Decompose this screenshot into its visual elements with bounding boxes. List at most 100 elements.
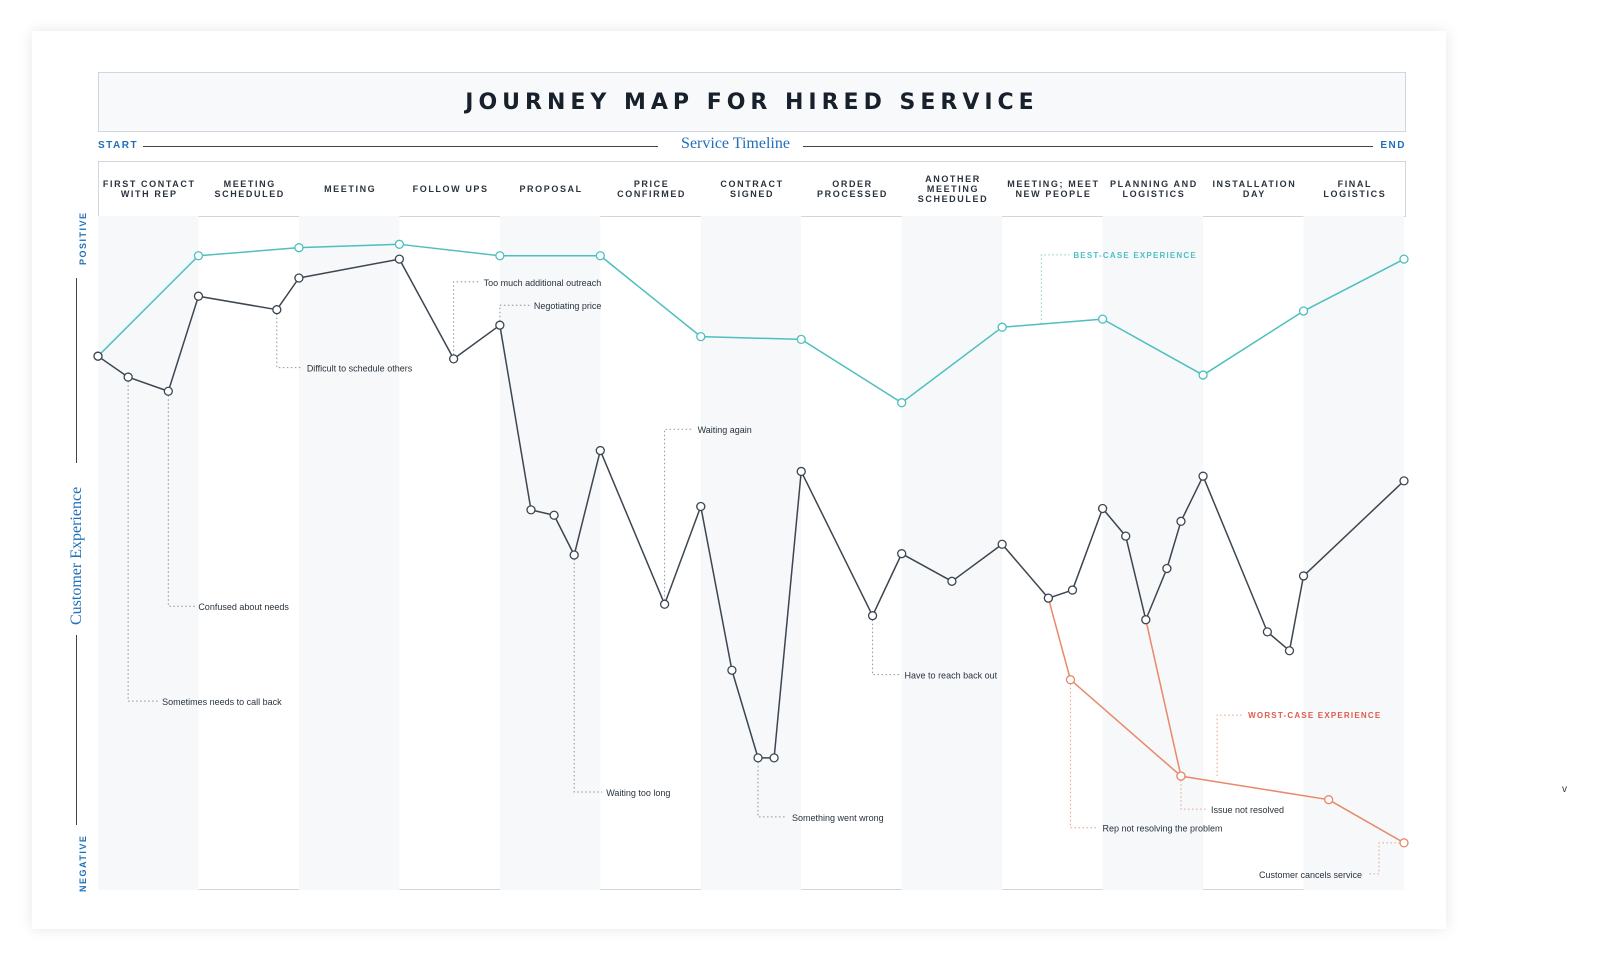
worst-case-point [1176,771,1186,781]
experience-point [696,501,706,512]
best-case-point [897,398,907,408]
annotation-label: Difficult to schedule others [307,364,413,374]
annotation-leader [276,309,302,369]
annotation-label: WORST-CASE EXPERIENCE [1248,711,1381,720]
timeline-label: Service Timeline [658,135,813,153]
annotation-label: Waiting again [698,425,752,435]
experience-point [163,386,173,396]
annotation-label: Issue not resolved [1211,805,1284,815]
annotation-label: Have to reach back out [905,671,998,681]
service-timeline-header: START Service Timeline END [98,135,1406,156]
timeline-rule-left [143,146,668,147]
y-axis-rule-top [76,278,77,463]
stage-label: MEETING SCHEDULED [214,179,285,199]
experience-point [1298,571,1309,581]
best-case-point [394,239,405,249]
annotation-label: Too much additional outreach [484,278,602,288]
experience-point [1399,476,1409,486]
annotation-leader [499,304,530,326]
experience-point [997,539,1007,549]
best-case-point [495,251,505,261]
annotation-label: Rep not resolving the problem [1102,824,1222,834]
stage-label: ANOTHER MEETING SCHEDULED [917,174,989,204]
timeline-rule-right [803,146,1373,147]
stage-label: PLANNING AND LOGISTICS [1109,179,1198,199]
experience-point [1121,531,1131,541]
stage-label: MEETING; MEET NEW PEOPLE [1007,179,1100,199]
stage-label: INSTALLATION DAY [1212,179,1297,199]
stage-column-shade [1102,216,1204,890]
annotation-leader [872,615,901,676]
experience-point [394,254,405,264]
stage-label: ORDER PROCESSED [817,179,888,199]
annotation-label: Customer cancels service [1259,870,1362,880]
stage-label: PRICE CONFIRMED [617,179,687,199]
stage-column-shade [700,216,802,890]
experience-point [796,466,806,477]
worst-case-point [1065,675,1076,685]
experience-point [595,445,605,456]
title-box: JOURNEY MAP FOR HIRED SERVICE [98,72,1406,132]
best-case-point [1298,306,1309,316]
best-case-point [997,322,1007,332]
experience-point [495,320,505,330]
annotation-leader [1369,842,1404,875]
experience-point [897,549,907,559]
experience-point [753,753,763,763]
experience-point [1176,516,1186,526]
experience-point [93,351,103,361]
experience-point [123,372,133,382]
worst-case-point [1324,795,1334,805]
experience-point [867,611,878,621]
experience-point [947,576,957,586]
annotation-label: Something went wrong [792,813,884,823]
experience-point [448,354,459,364]
edge-glyph: v [1562,784,1567,795]
best-case-point [294,243,304,253]
stage-header-row: FIRST CONTACT WITH REP MEETING SCHEDULED M… [98,161,1406,217]
experience-point [659,599,670,609]
experience-point [1043,593,1054,603]
chart-title: JOURNEY MAP FOR HIRED SERVICE [465,89,1039,115]
stage-label: MEETING [324,184,377,194]
annotation-leader [1040,254,1070,324]
stage-label: CONTRACT SIGNED [720,179,784,199]
timeline-end-label: END [1380,140,1406,151]
experience-point [1162,563,1172,574]
annotation-leader [453,281,480,359]
annotation-label: Confused about needs [198,602,289,612]
experience-point [1198,471,1208,481]
best-case-point [193,251,204,261]
experience-point [727,665,737,675]
annotation-leader [127,377,159,702]
stage-column-shade [298,216,400,890]
annotation-leader [1180,776,1206,810]
experience-point [526,505,536,515]
annotation-leader [573,555,603,793]
experience-point [1284,646,1295,656]
best-case-point [1097,314,1108,324]
stage-label: FOLLOW UPS [412,184,489,194]
experience-point [549,510,559,520]
stage-column-shade [98,216,199,890]
annotation-label: Negotiating price [534,301,602,311]
worst-case-point [1399,838,1409,848]
experience-point [1262,627,1273,637]
experience-point [193,291,204,301]
annotation-label: Sometimes needs to call back [162,697,282,707]
best-case-point [1399,254,1409,264]
annotation-leader [1069,679,1099,829]
stage-label: PROPOSAL [519,184,583,194]
experience-point [569,550,579,560]
best-case-line [97,243,1405,404]
annotation-label: Waiting too long [606,788,670,798]
best-case-point [796,334,806,344]
annotation-leader [664,428,693,605]
experience-point [1067,585,1078,595]
annotation-label: BEST-CASE EXPERIENCE [1073,251,1197,260]
best-case-point [595,251,605,261]
experience-point [1141,615,1151,625]
worst-case-line [1145,619,1182,777]
experience-point [769,753,779,763]
